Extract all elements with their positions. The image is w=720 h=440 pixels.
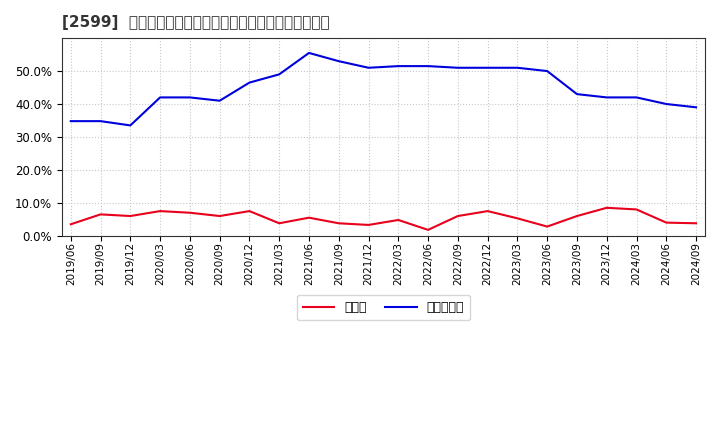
現須金 xyxy=(394,217,402,223)
現須金 xyxy=(66,222,75,227)
現須金 xyxy=(543,224,552,229)
Line: 現須金: 現須金 xyxy=(71,208,696,230)
Text: [2599]  現須金、有利子負債の総資産に対する比率の推移: [2599] 現須金、有利子負債の総資産に対する比率の推移 xyxy=(62,15,330,30)
有利子負債 xyxy=(186,95,194,100)
現須金 xyxy=(662,220,670,225)
有利子負債 xyxy=(96,118,105,124)
Line: 有利子負債: 有利子負債 xyxy=(71,53,696,125)
現須金 xyxy=(632,207,641,212)
有利子負債 xyxy=(305,50,313,55)
現須金 xyxy=(572,213,581,219)
現須金 xyxy=(126,213,135,219)
現須金 xyxy=(335,220,343,226)
有利子負債 xyxy=(335,59,343,64)
現須金 xyxy=(424,227,433,232)
現須金 xyxy=(364,222,373,227)
有利子負債 xyxy=(275,72,284,77)
有利子負債 xyxy=(632,95,641,100)
現須金 xyxy=(245,209,253,214)
現須金 xyxy=(483,209,492,214)
有利子負債 xyxy=(603,95,611,100)
有利子負債 xyxy=(126,123,135,128)
有利子負債 xyxy=(572,92,581,97)
現須金 xyxy=(305,215,313,220)
有利子負債 xyxy=(543,68,552,73)
有利子負債 xyxy=(156,95,164,100)
現須金 xyxy=(156,209,164,214)
Legend: 現須金, 有利子負債: 現須金, 有利子負債 xyxy=(297,295,470,320)
現須金 xyxy=(186,210,194,215)
現須金 xyxy=(275,220,284,226)
有利子負債 xyxy=(66,118,75,124)
有利子負債 xyxy=(424,63,433,69)
現須金 xyxy=(603,205,611,210)
現須金 xyxy=(96,212,105,217)
有利子負債 xyxy=(215,98,224,103)
有利子負債 xyxy=(692,105,701,110)
有利子負債 xyxy=(513,65,522,70)
有利子負債 xyxy=(454,65,462,70)
有利子負債 xyxy=(483,65,492,70)
現須金 xyxy=(692,220,701,226)
有利子負債 xyxy=(245,80,253,85)
有利子負債 xyxy=(364,65,373,70)
現須金 xyxy=(513,216,522,221)
現須金 xyxy=(454,213,462,219)
有利子負債 xyxy=(394,63,402,69)
有利子負債 xyxy=(662,101,670,106)
現須金 xyxy=(215,213,224,219)
